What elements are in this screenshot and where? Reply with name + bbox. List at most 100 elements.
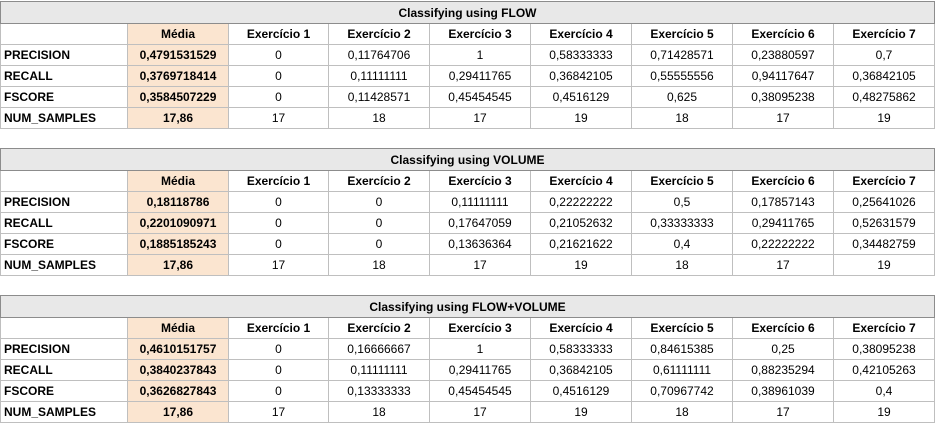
row-label[interactable]: NUM_SAMPLES (0, 254, 128, 276)
value-cell[interactable]: 0,58333333 (530, 44, 632, 66)
value-cell[interactable]: 18 (328, 401, 430, 423)
media-value[interactable]: 0,4791531529 (127, 44, 229, 66)
header-exercise[interactable]: Exercício 7 (832, 23, 935, 45)
value-cell[interactable]: 0,38961039 (732, 380, 834, 402)
value-cell[interactable]: 0,13636364 (429, 233, 531, 255)
value-cell[interactable]: 0,38095238 (832, 338, 935, 360)
value-cell[interactable]: 0,25 (732, 338, 834, 360)
media-value[interactable]: 17,86 (127, 254, 229, 276)
value-cell[interactable]: 0 (228, 338, 329, 360)
header-exercise[interactable]: Exercício 1 (228, 170, 329, 192)
value-cell[interactable]: 0,71428571 (631, 44, 733, 66)
header-media[interactable]: Média (127, 23, 229, 45)
value-cell[interactable]: 0,42105263 (832, 359, 935, 381)
header-exercise[interactable]: Exercício 1 (228, 317, 329, 339)
header-media[interactable]: Média (127, 317, 229, 339)
value-cell[interactable]: 0,7 (832, 44, 935, 66)
table-title[interactable]: Classifying using FLOW+VOLUME (0, 295, 935, 318)
value-cell[interactable]: 0 (228, 86, 329, 108)
value-cell[interactable]: 17 (429, 254, 531, 276)
value-cell[interactable]: 0,29411765 (429, 65, 531, 87)
value-cell[interactable]: 0,36842105 (832, 65, 935, 87)
value-cell[interactable]: 17 (228, 254, 329, 276)
value-cell[interactable]: 0,29411765 (732, 212, 834, 234)
value-cell[interactable]: 0 (328, 233, 430, 255)
value-cell[interactable]: 17 (732, 254, 834, 276)
row-label[interactable]: NUM_SAMPLES (0, 107, 128, 129)
value-cell[interactable]: 0,21621622 (530, 233, 632, 255)
value-cell[interactable]: 0,11111111 (328, 359, 430, 381)
header-corner-cell[interactable] (0, 23, 128, 45)
media-value[interactable]: 0,3840237843 (127, 359, 229, 381)
value-cell[interactable]: 18 (328, 107, 430, 129)
value-cell[interactable]: 0,52631579 (832, 212, 935, 234)
value-cell[interactable]: 0 (228, 212, 329, 234)
value-cell[interactable]: 0,61111111 (631, 359, 733, 381)
value-cell[interactable]: 0 (328, 212, 430, 234)
value-cell[interactable]: 0,36842105 (530, 65, 632, 87)
header-exercise[interactable]: Exercício 5 (631, 23, 733, 45)
value-cell[interactable]: 0,17647059 (429, 212, 531, 234)
media-value[interactable]: 0,1885185243 (127, 233, 229, 255)
value-cell[interactable]: 0 (328, 191, 430, 213)
value-cell[interactable]: 17 (228, 401, 329, 423)
header-exercise[interactable]: Exercício 6 (732, 170, 834, 192)
value-cell[interactable]: 0,38095238 (732, 86, 834, 108)
value-cell[interactable]: 0,21052632 (530, 212, 632, 234)
value-cell[interactable]: 0,5 (631, 191, 733, 213)
value-cell[interactable]: 19 (530, 401, 632, 423)
row-label[interactable]: PRECISION (0, 44, 128, 66)
media-value[interactable]: 0,2201090971 (127, 212, 229, 234)
header-exercise[interactable]: Exercício 3 (429, 23, 531, 45)
header-exercise[interactable]: Exercício 1 (228, 23, 329, 45)
value-cell[interactable]: 0,88235294 (732, 359, 834, 381)
value-cell[interactable]: 0,16666667 (328, 338, 430, 360)
value-cell[interactable]: 0,17857143 (732, 191, 834, 213)
value-cell[interactable]: 18 (631, 254, 733, 276)
row-label[interactable]: RECALL (0, 65, 128, 87)
header-exercise[interactable]: Exercício 4 (530, 23, 632, 45)
header-exercise[interactable]: Exercício 7 (832, 170, 935, 192)
value-cell[interactable]: 0 (228, 233, 329, 255)
value-cell[interactable]: 0 (228, 65, 329, 87)
value-cell[interactable]: 0,11111111 (429, 191, 531, 213)
value-cell[interactable]: 17 (732, 107, 834, 129)
value-cell[interactable]: 0 (228, 191, 329, 213)
value-cell[interactable]: 17 (228, 107, 329, 129)
value-cell[interactable]: 18 (631, 107, 733, 129)
value-cell[interactable]: 0,4516129 (530, 380, 632, 402)
header-exercise[interactable]: Exercício 2 (328, 317, 430, 339)
header-exercise[interactable]: Exercício 3 (429, 170, 531, 192)
value-cell[interactable]: 0,22222222 (530, 191, 632, 213)
value-cell[interactable]: 19 (832, 254, 935, 276)
media-value[interactable]: 17,86 (127, 107, 229, 129)
media-value[interactable]: 0,3769718414 (127, 65, 229, 87)
value-cell[interactable]: 17 (732, 401, 834, 423)
media-value[interactable]: 17,86 (127, 401, 229, 423)
header-exercise[interactable]: Exercício 2 (328, 170, 430, 192)
header-exercise[interactable]: Exercício 4 (530, 170, 632, 192)
value-cell[interactable]: 19 (832, 401, 935, 423)
row-label[interactable]: NUM_SAMPLES (0, 401, 128, 423)
value-cell[interactable]: 0 (228, 359, 329, 381)
value-cell[interactable]: 1 (429, 338, 531, 360)
header-exercise[interactable]: Exercício 6 (732, 23, 834, 45)
row-label[interactable]: FSCORE (0, 86, 128, 108)
header-exercise[interactable]: Exercício 3 (429, 317, 531, 339)
row-label[interactable]: FSCORE (0, 380, 128, 402)
value-cell[interactable]: 0,11428571 (328, 86, 430, 108)
value-cell[interactable]: 18 (328, 254, 430, 276)
row-label[interactable]: PRECISION (0, 338, 128, 360)
header-exercise[interactable]: Exercício 4 (530, 317, 632, 339)
value-cell[interactable]: 0,58333333 (530, 338, 632, 360)
value-cell[interactable]: 0,70967742 (631, 380, 733, 402)
value-cell[interactable]: 0,11764706 (328, 44, 430, 66)
header-corner-cell[interactable] (0, 317, 128, 339)
value-cell[interactable]: 0,13333333 (328, 380, 430, 402)
media-value[interactable]: 0,3584507229 (127, 86, 229, 108)
row-label[interactable]: PRECISION (0, 191, 128, 213)
media-value[interactable]: 0,3626827843 (127, 380, 229, 402)
value-cell[interactable]: 17 (429, 401, 531, 423)
value-cell[interactable]: 0,34482759 (832, 233, 935, 255)
header-media[interactable]: Média (127, 170, 229, 192)
